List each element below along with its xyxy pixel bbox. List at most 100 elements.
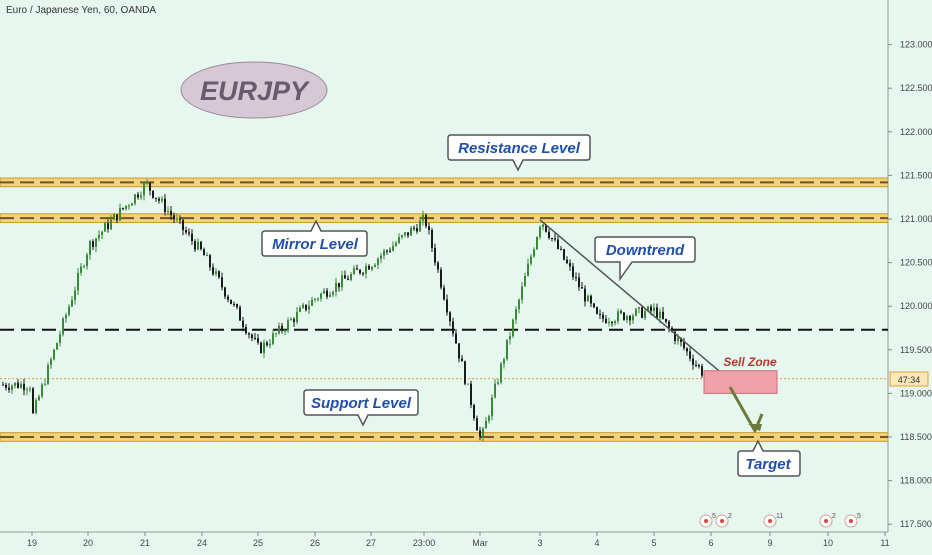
symbol-badge: EURJPY bbox=[180, 61, 328, 119]
time-tick-label: 19 bbox=[27, 538, 37, 548]
candle-body bbox=[533, 249, 535, 257]
candle-body bbox=[530, 256, 532, 264]
candle-body bbox=[476, 418, 478, 431]
event-count: 2 bbox=[832, 513, 836, 520]
candle-body bbox=[188, 232, 190, 234]
candle-body bbox=[479, 430, 481, 437]
candle-body bbox=[641, 307, 643, 318]
candle-body bbox=[551, 238, 553, 240]
candle-body bbox=[332, 291, 334, 295]
candle-body bbox=[242, 320, 244, 327]
candle-body bbox=[104, 223, 106, 232]
candle-body bbox=[665, 318, 667, 322]
target-callout: Target bbox=[737, 439, 801, 477]
candle-body bbox=[521, 286, 523, 300]
candle-body bbox=[656, 307, 658, 319]
candle-body bbox=[464, 361, 466, 384]
candle-body bbox=[398, 236, 400, 243]
candle-body bbox=[407, 232, 409, 236]
time-tick-label: 3 bbox=[537, 538, 542, 548]
mirror-callout: Mirror Level bbox=[261, 219, 368, 257]
price-tag-text: 47:34 bbox=[898, 375, 921, 385]
candle-body bbox=[182, 219, 184, 231]
candle-body bbox=[71, 299, 73, 307]
candle-body bbox=[113, 214, 115, 220]
candle-body bbox=[191, 233, 193, 242]
candle-body bbox=[584, 288, 586, 302]
candle-body bbox=[65, 315, 67, 319]
candle-body bbox=[404, 232, 406, 236]
candle-body bbox=[347, 278, 349, 280]
price-tick-label: 121.000 bbox=[900, 214, 932, 224]
candle-body bbox=[473, 404, 475, 419]
price-tick-label: 122.500 bbox=[900, 83, 932, 93]
candle-body bbox=[263, 342, 265, 354]
candle-body bbox=[35, 400, 37, 414]
candle-body bbox=[629, 316, 631, 321]
sell-zone-box bbox=[703, 370, 778, 394]
candle-body bbox=[611, 322, 613, 324]
event-count: 5 bbox=[857, 513, 861, 520]
price-tag-box bbox=[889, 371, 929, 387]
time-tick-label: 5 bbox=[651, 538, 656, 548]
candles-layer bbox=[2, 179, 706, 442]
candle-body bbox=[389, 250, 391, 252]
candle-body bbox=[341, 275, 343, 288]
time-tick-label: 6 bbox=[708, 538, 713, 548]
time-tick-label: 23:00 bbox=[413, 538, 436, 548]
target-callout-bubble bbox=[737, 439, 801, 477]
candle-body bbox=[257, 338, 259, 343]
candle-body bbox=[317, 298, 319, 300]
candle-body bbox=[542, 224, 544, 227]
price-tick-label: 117.500 bbox=[900, 519, 932, 529]
candle-body bbox=[200, 241, 202, 250]
candle-body bbox=[560, 248, 562, 250]
candle-body bbox=[680, 337, 682, 343]
candle-body bbox=[338, 282, 340, 288]
candle-body bbox=[449, 312, 451, 322]
candle-body bbox=[413, 227, 415, 229]
candle-body bbox=[554, 238, 556, 240]
candle-body bbox=[452, 321, 454, 334]
candle-body bbox=[368, 265, 370, 270]
resistance-callout-text: Resistance Level bbox=[458, 140, 581, 157]
candle-body bbox=[662, 311, 664, 319]
candle-body bbox=[581, 287, 583, 289]
candle-body bbox=[350, 274, 352, 280]
target-arrowhead bbox=[748, 424, 762, 432]
candle-body bbox=[434, 247, 436, 263]
support-callout: Support Level bbox=[303, 389, 419, 427]
price-tick-label: 121.500 bbox=[900, 170, 932, 180]
candle-body bbox=[179, 218, 181, 220]
candle-body bbox=[443, 287, 445, 300]
price-tick-label: 123.000 bbox=[900, 40, 932, 50]
candle-body bbox=[53, 349, 55, 360]
candle-body bbox=[686, 348, 688, 352]
candle-body bbox=[176, 218, 178, 220]
candle-body bbox=[134, 194, 136, 204]
candle-body bbox=[569, 263, 571, 267]
downtrend-callout: Downtrend bbox=[594, 236, 696, 282]
candle-body bbox=[251, 334, 253, 338]
candle-body bbox=[221, 277, 223, 288]
candle-body bbox=[701, 366, 703, 376]
candle-body bbox=[482, 428, 484, 437]
candle-body bbox=[359, 269, 361, 274]
downtrend-line bbox=[539, 219, 722, 374]
candle-body bbox=[428, 226, 430, 230]
event-count: 5 bbox=[712, 513, 716, 520]
time-tick-label: 9 bbox=[767, 538, 772, 548]
candle-body bbox=[431, 229, 433, 248]
support-callout-text: Support Level bbox=[311, 395, 412, 412]
candle-body bbox=[440, 269, 442, 288]
candle-body bbox=[371, 266, 373, 270]
symbol-title: Euro / Japanese Yen, 60, OANDA bbox=[6, 5, 156, 16]
candle-body bbox=[89, 241, 91, 255]
candle-body bbox=[485, 420, 487, 429]
candle-body bbox=[668, 321, 670, 328]
candle-body bbox=[32, 388, 34, 414]
candle-body bbox=[125, 205, 127, 209]
resistance-callout-bubble bbox=[447, 134, 591, 172]
